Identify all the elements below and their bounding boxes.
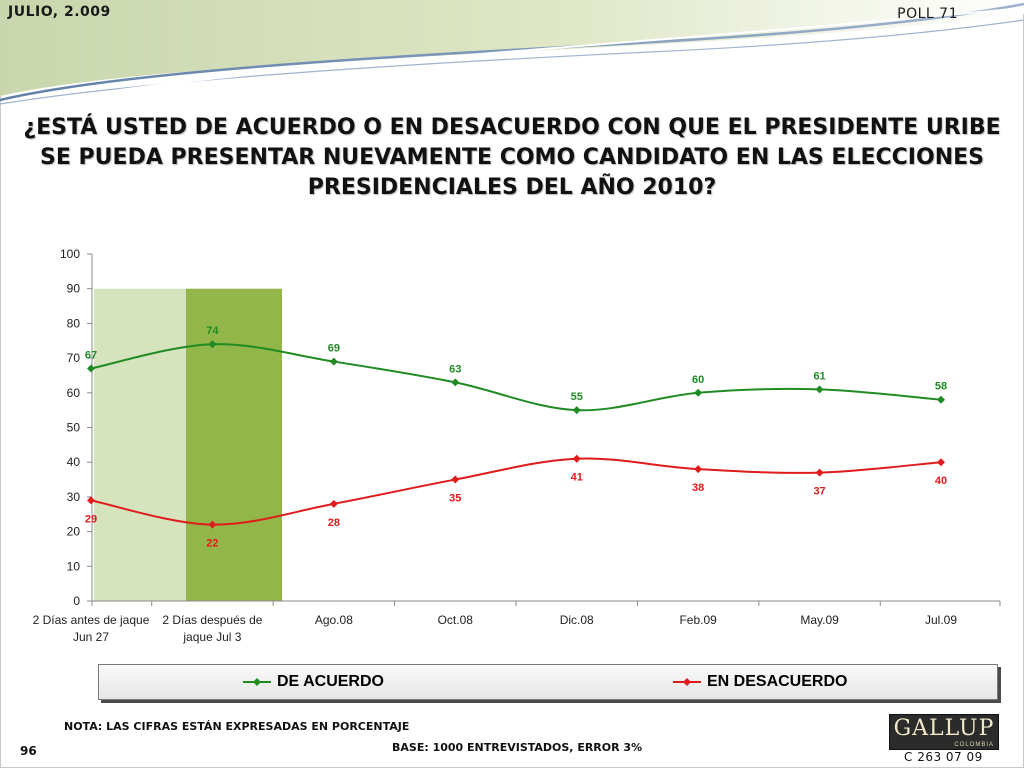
data-point-disagree	[694, 465, 703, 474]
legend-item-disagree: EN DESACUERDO	[673, 673, 847, 691]
legend-line-disagree-icon	[673, 678, 701, 686]
data-point-agree	[815, 385, 824, 394]
data-point-agree	[451, 378, 460, 387]
gallup-logo: GALLUP COLOMBIA	[889, 714, 999, 750]
data-point-disagree	[451, 475, 460, 484]
footnote: NOTA: LAS CIFRAS ESTÁN EXPRESADAS EN POR…	[64, 720, 410, 733]
y-tick-label: 30	[67, 490, 81, 504]
data-label-disagree: 40	[935, 475, 947, 487]
y-tick-label: 10	[67, 559, 81, 573]
data-label-agree: 63	[449, 363, 461, 375]
x-tick-label: 2 Días después de	[162, 613, 262, 627]
y-tick-label: 70	[67, 351, 81, 365]
legend-label-agree: DE ACUERDO	[277, 673, 384, 690]
header-swoosh	[0, 0, 1024, 105]
data-label-disagree: 37	[813, 486, 825, 498]
data-point-disagree	[87, 496, 95, 505]
poll-number: POLL 71	[897, 6, 958, 22]
series-line-disagree	[90, 457, 942, 526]
x-tick-label: Oct.08	[438, 613, 474, 627]
y-tick-label: 0	[73, 594, 80, 608]
series-line-agree	[90, 343, 942, 412]
data-point-agree	[937, 395, 945, 404]
x-tick-label: Dic.08	[560, 613, 594, 627]
y-tick-label: 100	[60, 247, 80, 261]
data-point-agree	[572, 406, 581, 415]
x-tick-label: Feb.09	[679, 613, 717, 627]
data-label-agree: 58	[935, 381, 947, 393]
question-title: ¿ESTÁ USTED DE ACUERDO O EN DESACUERDO C…	[23, 115, 1001, 200]
x-tick-label: jaque Jul 3	[182, 630, 241, 644]
x-tick-label: Jun 27	[73, 630, 109, 644]
data-point-disagree	[329, 499, 338, 508]
data-point-disagree	[572, 454, 581, 463]
y-tick-label: 90	[67, 282, 81, 296]
data-label-disagree: 41	[571, 472, 583, 484]
data-label-agree: 67	[85, 350, 97, 362]
y-tick-label: 60	[67, 386, 81, 400]
legend-line-agree-icon	[243, 678, 271, 686]
logo-wordmark: GALLUP	[893, 716, 995, 741]
data-point-disagree	[208, 520, 217, 529]
data-point-agree	[87, 364, 95, 373]
data-label-disagree: 28	[328, 517, 340, 529]
data-point-disagree	[937, 458, 945, 467]
y-tick-label: 20	[67, 525, 81, 539]
data-point-disagree	[815, 468, 824, 477]
y-tick-label: 50	[67, 421, 81, 435]
legend-label-disagree: EN DESACUERDO	[707, 673, 848, 690]
y-tick-label: 80	[67, 316, 81, 330]
report-date: JULIO, 2.009	[8, 4, 111, 20]
data-label-agree: 61	[813, 370, 825, 382]
x-tick-label: Ago.08	[315, 613, 353, 627]
data-label-agree: 69	[328, 343, 340, 355]
data-point-agree	[208, 340, 217, 349]
line-chart: 0 10 20 30 40 50 60 70 80 90 100 2 Días antes de ja…	[33, 247, 1001, 644]
highlight-band-dark	[186, 288, 282, 601]
x-tick-label: 2 Días antes de jaque	[33, 613, 150, 627]
logo-subtitle: COLOMBIA	[954, 742, 994, 748]
data-label-agree: 60	[692, 374, 704, 386]
page-number: 96	[20, 744, 37, 758]
legend-item-agree: DE ACUERDO	[243, 673, 384, 691]
report-code: C 263 07 09	[904, 750, 983, 764]
data-label-agree: 55	[571, 391, 583, 403]
sample-base: BASE: 1000 ENTREVISTADOS, ERROR 3%	[392, 741, 643, 754]
data-label-disagree: 29	[85, 513, 97, 525]
x-tick-label: May.09	[800, 613, 839, 627]
chart-legend: DE ACUERDO EN DESACUERDO	[98, 664, 998, 700]
data-point-agree	[329, 357, 338, 366]
data-label-disagree: 38	[692, 482, 704, 494]
data-label-agree: 74	[206, 325, 219, 337]
highlight-band-light	[94, 288, 186, 601]
data-point-agree	[694, 388, 703, 397]
y-tick-label: 40	[67, 455, 81, 469]
data-label-disagree: 22	[206, 538, 218, 550]
x-tick-label: Jul.09	[925, 613, 957, 627]
data-label-disagree: 35	[449, 493, 461, 505]
